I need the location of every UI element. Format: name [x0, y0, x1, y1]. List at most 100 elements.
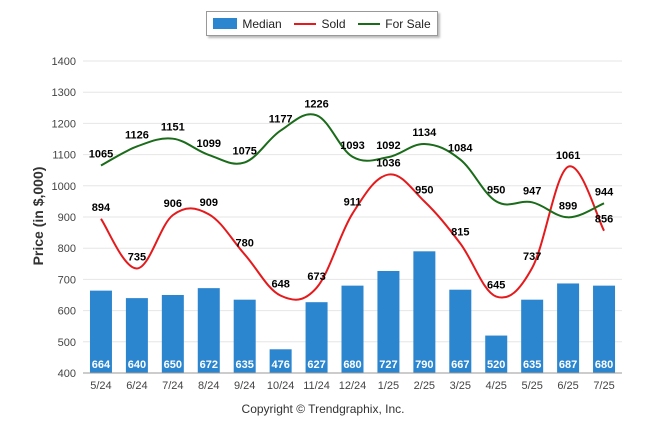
y-tick-label: 1100: [52, 150, 76, 162]
median-bar: [413, 251, 436, 373]
median-bar: [161, 295, 184, 373]
legend-sold-label: Sold: [321, 16, 346, 31]
median-bar: [233, 299, 256, 373]
forsale-value-label: 1151: [161, 122, 185, 134]
x-tick-label: 12/24: [339, 380, 367, 392]
median-value-label: 680: [595, 359, 613, 371]
x-tick-label: 6/25: [557, 380, 578, 392]
y-tick-label: 1000: [52, 181, 76, 193]
sold-value-label: 673: [307, 271, 325, 283]
forsale-value-label: 950: [487, 184, 505, 196]
median-bar: [377, 270, 400, 373]
x-tick-label: 7/24: [162, 380, 183, 392]
median-value-label: 790: [415, 359, 433, 371]
median-swatch: [213, 18, 238, 29]
trend-lines: [100, 113, 605, 301]
median-value-label: 650: [164, 359, 182, 371]
forsale-value-label: 1092: [376, 140, 400, 152]
forsale-value-label: 1084: [448, 143, 473, 155]
forsale-value-label: 1093: [340, 140, 364, 152]
copyright-footer: Copyright © Trendgraphix, Inc.: [241, 402, 405, 416]
x-tick-label: 10/24: [267, 380, 295, 392]
median-bar: [197, 288, 220, 373]
median-bar: [449, 289, 472, 373]
sold-line: [100, 165, 605, 301]
sold-value-label: 894: [92, 202, 111, 214]
median-bar: [89, 290, 112, 373]
median-value-label: 635: [236, 359, 254, 371]
x-tick-label: 2/25: [414, 380, 435, 392]
median-bar: [557, 283, 580, 373]
forsale-value-label: 1177: [269, 114, 293, 126]
sold-value-label: 780: [236, 237, 254, 249]
x-tick-label: 4/25: [486, 380, 507, 392]
median-value-label: 680: [343, 359, 361, 371]
y-axis-title: Price (in $,000): [30, 167, 46, 266]
y-tick-label: 1300: [52, 87, 76, 99]
x-tick-label: 8/24: [198, 380, 219, 392]
median-value-label: 727: [379, 359, 397, 371]
median-value-label: 635: [523, 359, 541, 371]
x-tick-label: 5/25: [521, 380, 542, 392]
sold-swatch: [294, 22, 317, 25]
x-tick-label: 3/25: [450, 380, 471, 392]
median-bar: [305, 302, 328, 373]
median-bar: [485, 335, 508, 373]
forsale-line: [100, 113, 605, 219]
forsale-value-label: 1075: [232, 145, 256, 157]
median-bar: [521, 299, 544, 373]
y-tick-label: 700: [58, 274, 76, 286]
y-tick-label: 800: [58, 243, 76, 255]
sold-value-label: 815: [451, 227, 469, 239]
median-bars: [89, 251, 616, 373]
sold-value-label: 906: [164, 198, 182, 210]
sold-value-label: 735: [128, 251, 146, 263]
legend-item-sold[interactable]: Sold: [294, 16, 346, 31]
median-bar: [341, 285, 364, 373]
sold-value-label: 911: [344, 197, 362, 209]
forsale-value-label: 1134: [412, 127, 437, 139]
y-tick-label: 400: [58, 368, 76, 380]
median-value-label: 627: [307, 359, 325, 371]
y-tick-label: 600: [58, 306, 76, 318]
sold-value-label: 648: [271, 279, 289, 291]
forsale-value-label: 1126: [125, 129, 149, 141]
sold-value-label: 737: [523, 251, 541, 263]
legend: Median Sold For Sale: [206, 11, 438, 36]
forsale-value-label: 1065: [89, 149, 113, 161]
x-tick-label: 1/25: [378, 380, 399, 392]
legend-median-label: Median: [242, 16, 282, 31]
forsale-value-label: 1226: [304, 98, 328, 110]
median-value-label: 687: [559, 359, 577, 371]
median-bar: [593, 285, 616, 373]
forsale-value-label: 899: [559, 200, 577, 212]
legend-item-median[interactable]: Median: [213, 16, 282, 31]
median-value-label: 476: [271, 359, 289, 371]
forsale-value-label: 947: [523, 185, 541, 197]
y-tick-label: 1200: [52, 118, 76, 130]
sold-value-label: 1061: [556, 150, 580, 162]
sold-value-label: 645: [487, 280, 505, 292]
x-tick-label: 5/24: [90, 380, 111, 392]
x-tick-label: 9/24: [234, 380, 255, 392]
data-labels: 664 640 650 672 635 476 627 680 727 790 667 520 635 6…: [89, 98, 614, 371]
sold-value-label: 856: [595, 214, 613, 226]
x-tick-label: 7/25: [593, 380, 614, 392]
sold-value-label: 909: [200, 197, 218, 209]
median-value-label: 640: [128, 359, 146, 371]
y-tick-label: 900: [58, 212, 76, 224]
x-tick-label: 11/24: [303, 380, 330, 392]
sold-value-label: 1036: [376, 158, 400, 170]
legend-forsale-label: For Sale: [385, 16, 431, 31]
forsale-value-label: 944: [595, 186, 614, 198]
y-tick-label: 1400: [52, 56, 76, 68]
median-value-label: 520: [487, 359, 505, 371]
x-tick-label: 6/24: [126, 380, 147, 392]
axes: 400 500 600 700 800 900 1000 1100 1200 1300 1400 5/…: [52, 56, 622, 392]
legend-item-forsale[interactable]: For Sale: [358, 16, 431, 31]
median-value-label: 672: [200, 359, 218, 371]
y-tick-label: 500: [58, 337, 76, 349]
median-value-label: 664: [92, 359, 111, 371]
median-bar: [269, 349, 292, 373]
